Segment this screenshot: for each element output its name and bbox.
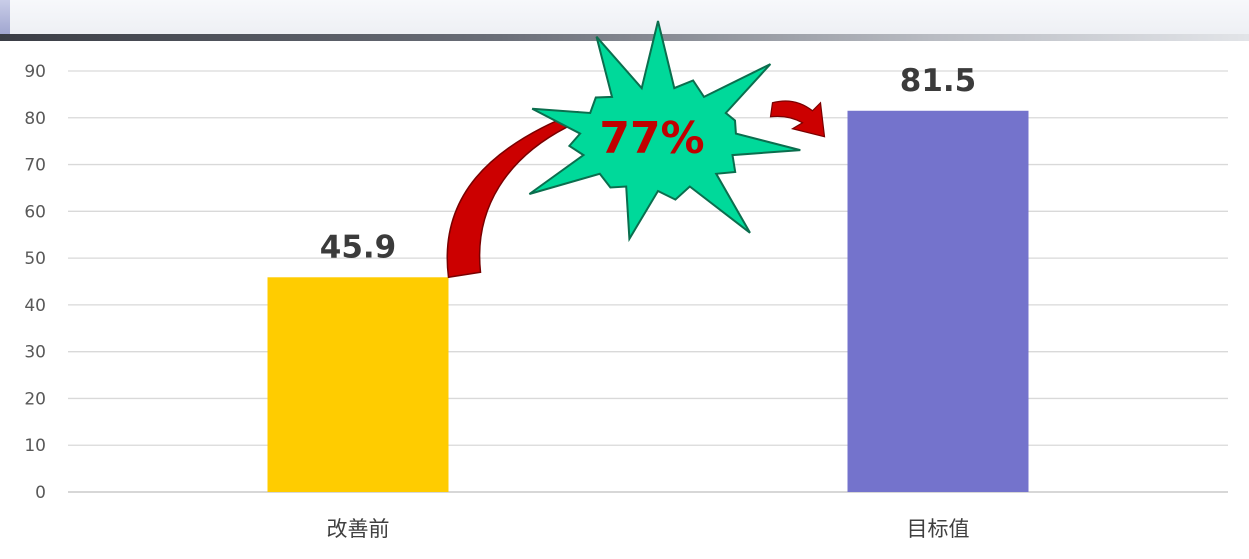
slide-header-band bbox=[0, 0, 1249, 40]
growth-arrow-left bbox=[446, 110, 579, 279]
y-tick-label: 40 bbox=[24, 296, 46, 316]
x-category-label: 目标值 bbox=[907, 517, 970, 541]
y-tick-label: 90 bbox=[24, 62, 46, 82]
growth-arrow-right bbox=[769, 100, 826, 138]
y-axis-tick-labels: 0 10 20 30 40 50 60 70 80 90 bbox=[24, 62, 46, 503]
y-tick-label: 70 bbox=[24, 156, 46, 176]
growth-percent-label: 77% bbox=[599, 113, 704, 164]
growth-annotation: 77% bbox=[446, 20, 826, 279]
y-tick-label: 0 bbox=[35, 483, 46, 503]
x-category-label: 改善前 bbox=[327, 517, 390, 541]
y-tick-label: 10 bbox=[24, 436, 46, 456]
bar-0 bbox=[267, 277, 449, 492]
y-tick-label: 60 bbox=[24, 202, 46, 222]
bars bbox=[267, 110, 1029, 492]
data-labels: 45.9 81.5 bbox=[320, 63, 977, 266]
bar-1 bbox=[847, 110, 1029, 492]
bar-value-label: 81.5 bbox=[900, 63, 977, 99]
slide-header-rule bbox=[0, 34, 1249, 41]
bar-value-label: 45.9 bbox=[320, 229, 397, 265]
y-tick-label: 20 bbox=[24, 389, 46, 409]
slide-corner-accent bbox=[0, 0, 10, 40]
y-tick-label: 80 bbox=[24, 109, 46, 129]
y-tick-label: 50 bbox=[24, 249, 46, 269]
x-axis-category-labels: 改善前 目标值 bbox=[327, 517, 970, 541]
starburst-shape bbox=[528, 20, 801, 243]
y-tick-label: 30 bbox=[24, 343, 46, 363]
